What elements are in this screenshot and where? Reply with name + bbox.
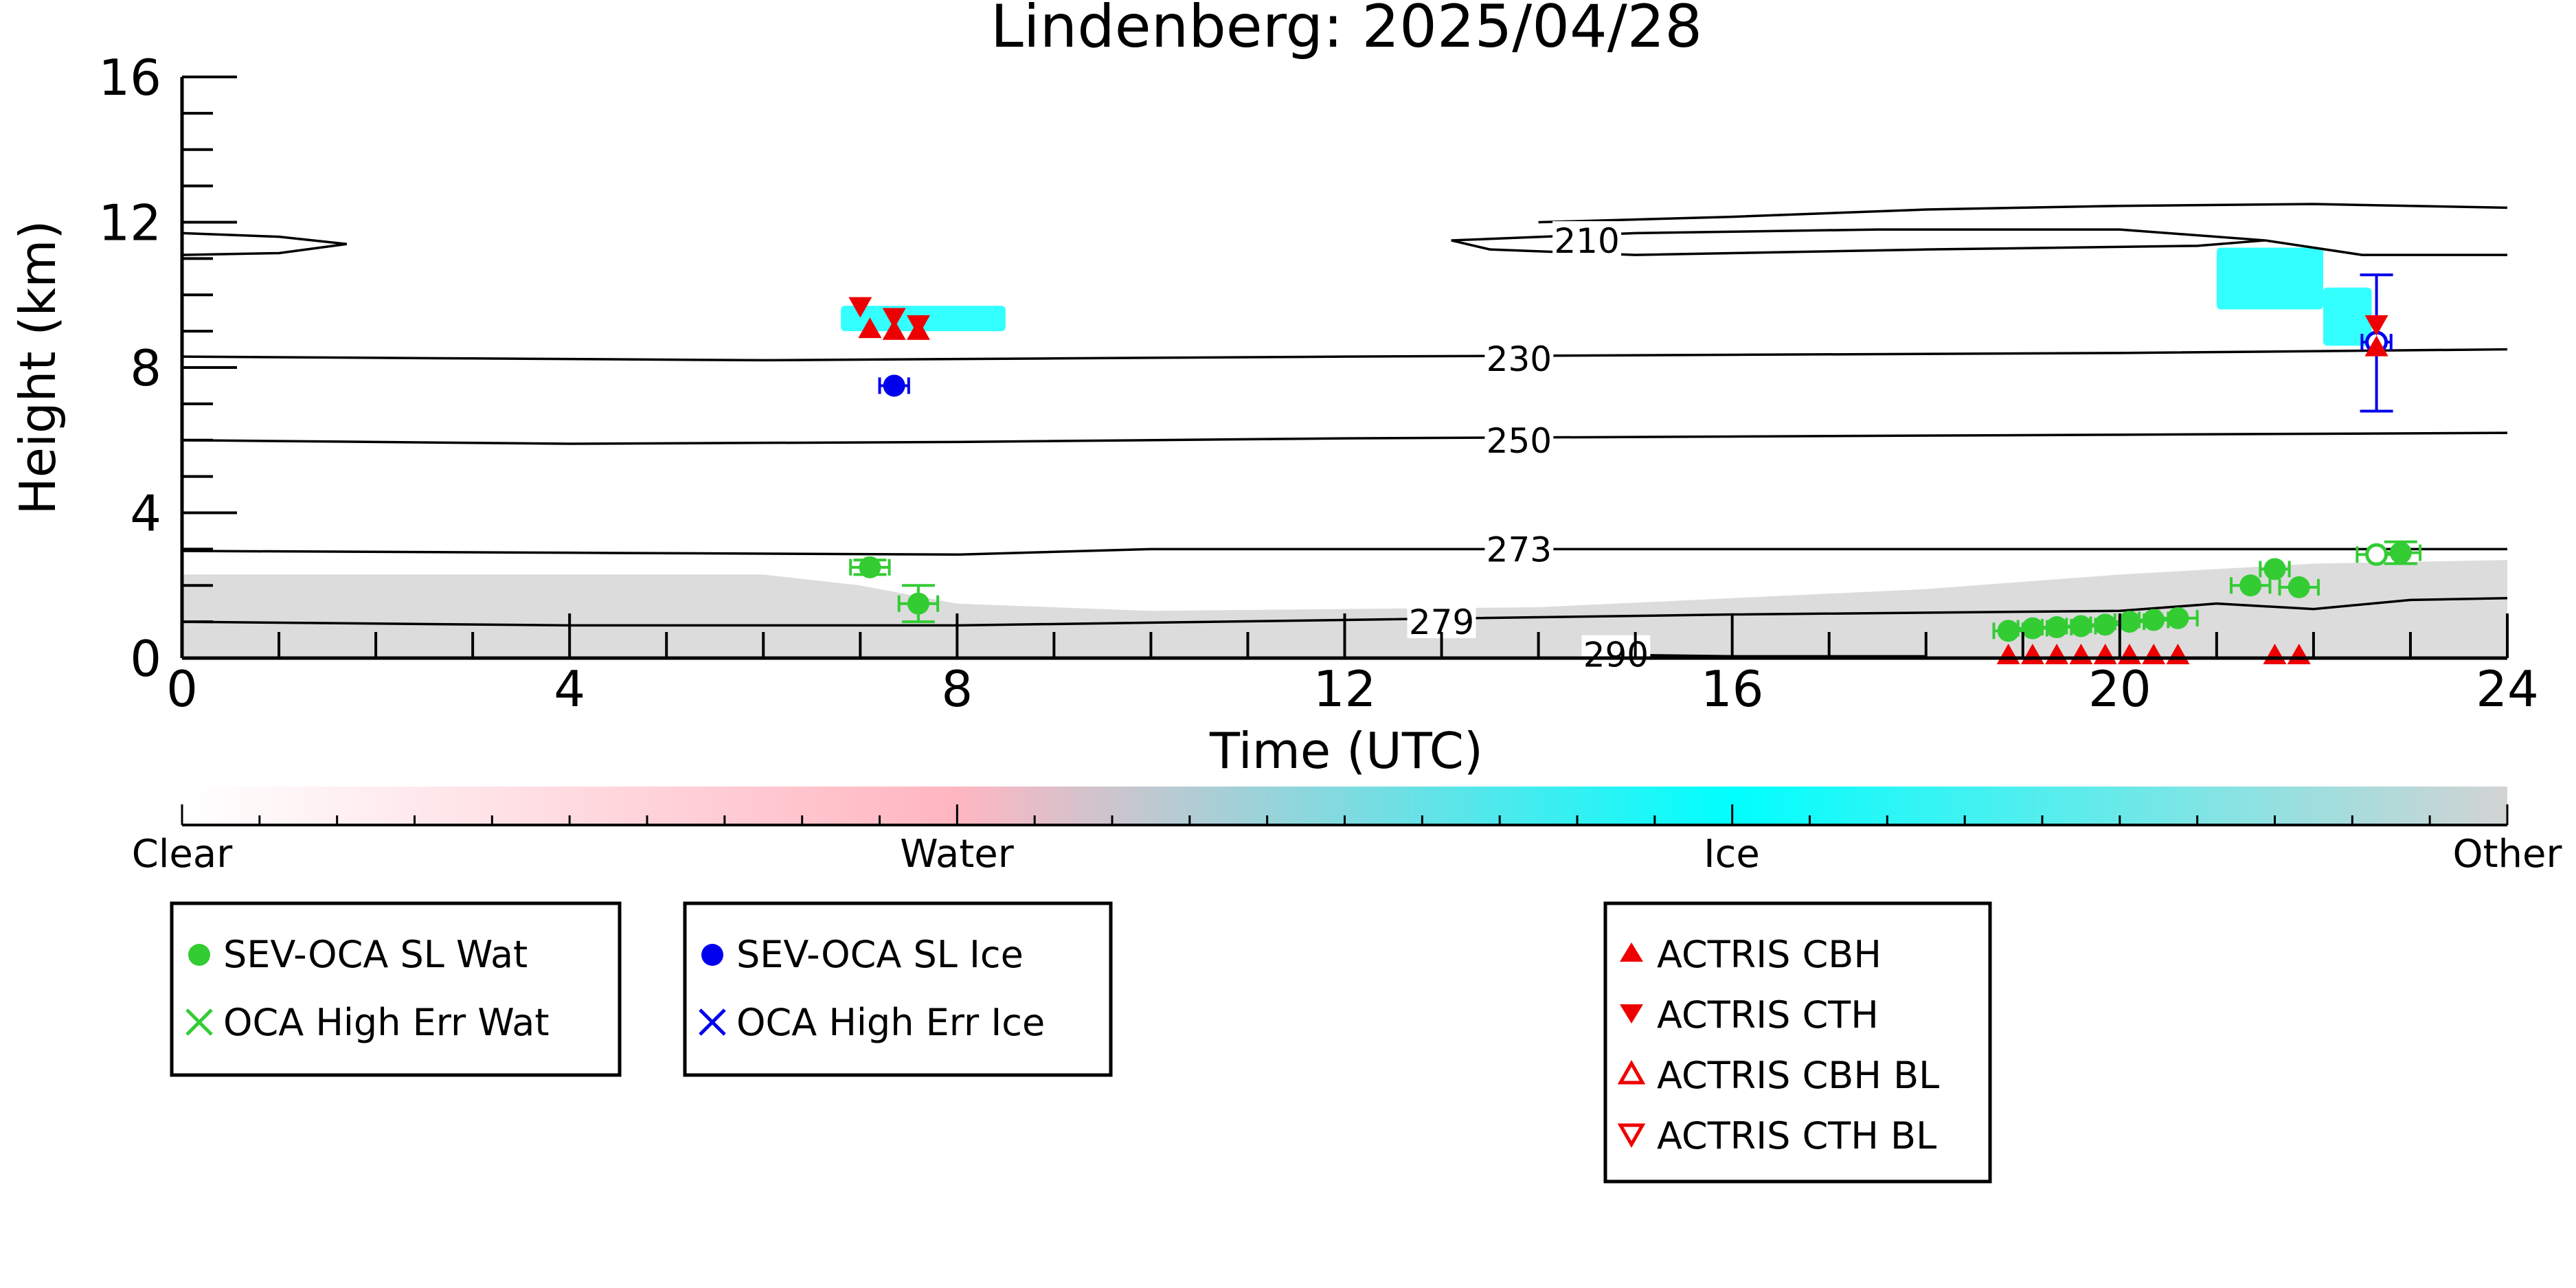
y-tick-label-0: 0 bbox=[130, 630, 161, 688]
contour-210-0 bbox=[181, 231, 348, 256]
marker-sev-oca-sl-wat-11 bbox=[2263, 558, 2286, 580]
marker-sev-oca-sl-wat-7 bbox=[2118, 611, 2140, 633]
contour-279-7 bbox=[181, 597, 2508, 627]
legend-water-frame bbox=[170, 901, 622, 1077]
y-tick-label-8: 8 bbox=[130, 339, 161, 397]
x-tick-label-12: 12 bbox=[1313, 660, 1377, 718]
marker-actris-cth-0 bbox=[848, 297, 872, 318]
contour-250-5 bbox=[181, 431, 2508, 445]
marker-actris-cth-2 bbox=[906, 315, 930, 336]
colorbar-label-clear: Clear bbox=[132, 832, 233, 877]
x-tick-label-0: 0 bbox=[166, 660, 198, 718]
marker-sev-oca-sl-wat-3 bbox=[2021, 617, 2044, 640]
contour-label-290: 290 bbox=[1583, 635, 1649, 675]
legend-marker-actris-cth-bl bbox=[1617, 1123, 1646, 1149]
marker-sev-oca-sl-wat-2 bbox=[1997, 620, 2020, 642]
legend-label-actris-cbh: ACTRIS CBH bbox=[1657, 933, 1882, 976]
legend-label-actris-cth: ACTRIS CTH bbox=[1657, 993, 1879, 1037]
legend-label-sev-oca-ice: SEV-OCA SL Ice bbox=[736, 933, 1024, 976]
marker-sev-oca-sl-wat-10 bbox=[2239, 574, 2262, 597]
y-tick-label-16: 16 bbox=[98, 49, 161, 106]
marker-sev-oca-sl-wat-8 bbox=[2143, 609, 2165, 631]
contour-label-bg-6 bbox=[1484, 530, 1554, 566]
colorbar-ticks bbox=[181, 804, 2509, 826]
x-tick-label-4: 4 bbox=[554, 660, 585, 718]
colorbar-label-ice: Ice bbox=[1704, 832, 1760, 877]
colorbar-label-water: Water bbox=[900, 832, 1015, 877]
contour-label-230: 230 bbox=[1487, 339, 1552, 379]
x-axis-label: Time (UTC) bbox=[1209, 722, 1483, 780]
legend-label-sev-oca-wat: SEV-OCA SL Wat bbox=[223, 933, 528, 976]
x-tick-label-20: 20 bbox=[2088, 660, 2151, 718]
marker-sev-oca-sl-wat-13 bbox=[2389, 541, 2412, 564]
legend-marker-actris-cth bbox=[1620, 1004, 1643, 1024]
legend-marker-sev-oca-ice bbox=[701, 944, 723, 966]
legend-ice: SEV-OCA SL Ice OCA High Err Ice bbox=[683, 901, 1113, 1077]
ice-patch-2 bbox=[2323, 287, 2372, 346]
ice-patch-1 bbox=[2216, 247, 2324, 310]
marker-sev-oca-sl-wat-12 bbox=[2287, 576, 2310, 598]
marker-actris-cth-3 bbox=[2364, 315, 2388, 336]
legend-label-actris-cbh-bl: ACTRIS CBH BL bbox=[1657, 1054, 1939, 1097]
x-tick-label-16: 16 bbox=[1701, 660, 1764, 718]
legend-actris: ACTRIS CBH ACTRIS CTH ACTRIS CBH BL ACTR… bbox=[1603, 901, 1992, 1184]
chart-title: Lindenberg: 2025/04/28 bbox=[991, 0, 1702, 61]
marker-sev-oca-sl-ice-0 bbox=[883, 374, 905, 397]
legend-marker-oca-high-err-wat bbox=[185, 1008, 213, 1036]
x-tick-label-24: 24 bbox=[2476, 660, 2539, 718]
contour-label-250: 250 bbox=[1487, 421, 1552, 461]
marker-sev-oca-sl-wat-4 bbox=[2046, 616, 2068, 639]
contour-label-bg-8 bbox=[1581, 635, 1651, 671]
axes: 0 4 8 12 16 0 4 8 12 16 20 24 bbox=[98, 49, 2538, 718]
contour-273-6 bbox=[181, 547, 2507, 556]
legend-label-oca-high-err-wat: OCA High Err Wat bbox=[223, 1001, 550, 1044]
legend-water: SEV-OCA SL Wat OCA High Err Wat bbox=[170, 901, 622, 1077]
legend-marker-sev-oca-wat bbox=[188, 944, 210, 966]
contour-label-bg-5 bbox=[1484, 420, 1554, 457]
contour-label-210: 210 bbox=[1554, 221, 1619, 261]
contour-210-3 bbox=[2265, 239, 2507, 256]
marker-actris-cbh-3 bbox=[2364, 335, 2388, 357]
marker-sev-oca-sl-wat-open--0 bbox=[2365, 543, 2388, 566]
y-tick-label-4: 4 bbox=[130, 485, 161, 543]
legend-ice-frame bbox=[683, 901, 1113, 1077]
colorbar-label-other: Other bbox=[2452, 832, 2562, 877]
legend-marker-oca-high-err-ice bbox=[699, 1008, 726, 1036]
marker-sev-oca-sl-wat-6 bbox=[2094, 613, 2116, 636]
legend-marker-actris-cbh bbox=[1620, 942, 1643, 962]
marker-sev-oca-sl-wat-9 bbox=[2167, 607, 2189, 629]
contour-label-273: 273 bbox=[1487, 530, 1552, 569]
y-tick-label-12: 12 bbox=[98, 194, 161, 252]
legend-label-actris-cth-bl: ACTRIS CTH BL bbox=[1657, 1114, 1936, 1157]
contour-label-bg-1 bbox=[1552, 221, 1622, 257]
x-tick-label-8: 8 bbox=[941, 660, 973, 718]
marker-actris-cth-1 bbox=[882, 308, 906, 329]
legend-label-oca-high-err-ice: OCA High Err Ice bbox=[736, 1001, 1045, 1044]
marker-actris-cbh-0 bbox=[858, 317, 882, 339]
marker-sev-oca-sl-wat-1 bbox=[907, 592, 929, 615]
contour-label-bg-4 bbox=[1484, 339, 1554, 375]
y-axis-label: Height (km) bbox=[9, 221, 67, 515]
contour-210-2 bbox=[1538, 203, 2508, 224]
legend-marker-actris-cbh-bl bbox=[1617, 1059, 1646, 1085]
marker-sev-oca-sl-wat-5 bbox=[2070, 615, 2092, 637]
contour-230-4 bbox=[181, 348, 2508, 362]
legend-actris-frame bbox=[1603, 901, 1992, 1184]
marker-actris-cbh-1 bbox=[882, 319, 906, 340]
marker-sev-oca-sl-wat-0 bbox=[859, 556, 881, 578]
